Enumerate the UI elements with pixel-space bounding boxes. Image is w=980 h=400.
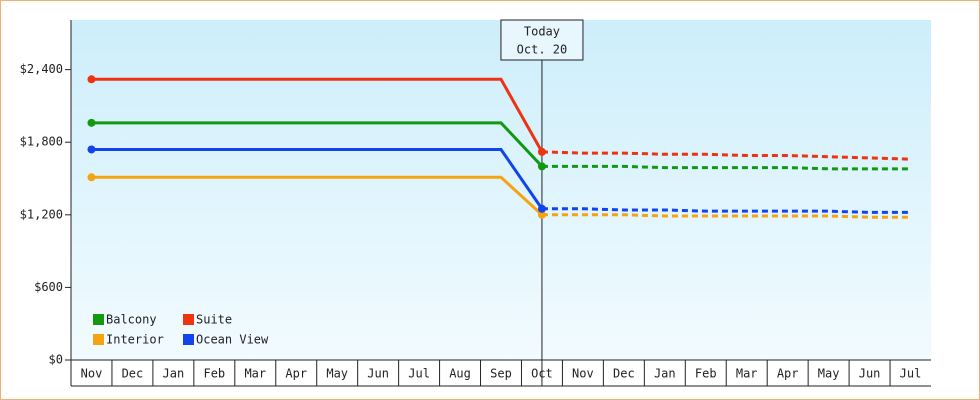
price-line: [91, 77, 544, 153]
forecast-line: [541, 150, 911, 161]
legend-label: Ocean View: [196, 333, 269, 347]
legend-swatch: [183, 334, 194, 345]
y-tick-label: $600: [34, 280, 63, 294]
point: [537, 204, 546, 213]
y-tick-label: $1,200: [20, 207, 63, 221]
price-line: [91, 175, 543, 216]
point: [537, 147, 546, 156]
x-tick-label: Nov: [81, 367, 103, 381]
x-tick-label: Nov: [572, 367, 594, 381]
today-title: Today: [524, 25, 560, 39]
x-tick-label: Jan: [163, 367, 185, 381]
point: [87, 145, 96, 154]
point: [87, 173, 96, 182]
x-tick-label: Feb: [203, 367, 225, 381]
today-box: [500, 19, 584, 61]
x-tick-label: May: [326, 367, 348, 381]
x-tick-label: Jul: [408, 367, 430, 381]
x-tick-label: Dec: [122, 367, 144, 381]
x-tick-label: Jan: [654, 367, 676, 381]
forecast-line: [541, 164, 911, 171]
x-tick-label: Apr: [777, 367, 799, 381]
price-line: [91, 121, 544, 168]
legend-label: Suite: [196, 313, 232, 327]
x-tick-label: Apr: [285, 367, 307, 381]
x-tick-label: Jun: [859, 367, 881, 381]
plot-area: [71, 20, 931, 360]
y-tick-label: $1,800: [20, 135, 63, 149]
legend-swatch: [93, 314, 104, 325]
forecast-line: [541, 207, 911, 214]
point: [537, 210, 546, 219]
y-tick-label: $2,400: [20, 62, 63, 76]
legend-label: Balcony: [106, 313, 157, 327]
today-date: Oct. 20: [517, 43, 568, 57]
y-tick-label: $0: [49, 353, 63, 367]
x-tick-label: Sep: [490, 367, 512, 381]
x-tick-label: Jun: [367, 367, 389, 381]
point: [537, 162, 546, 171]
point: [87, 75, 96, 84]
x-tick-label: Mar: [244, 367, 266, 381]
legend-swatch: [93, 334, 104, 345]
x-tick-label: May: [818, 367, 840, 381]
legend-swatch: [183, 314, 194, 325]
point: [87, 118, 96, 127]
x-tick-label: Aug: [449, 367, 471, 381]
x-tick-label: Feb: [695, 367, 717, 381]
x-tick-label: Dec: [613, 367, 635, 381]
price-line: [91, 147, 544, 210]
forecast-line: [541, 213, 911, 219]
x-tick-label: Mar: [736, 367, 758, 381]
legend-label: Interior: [106, 333, 164, 347]
x-tick-label: Jul: [900, 367, 922, 381]
